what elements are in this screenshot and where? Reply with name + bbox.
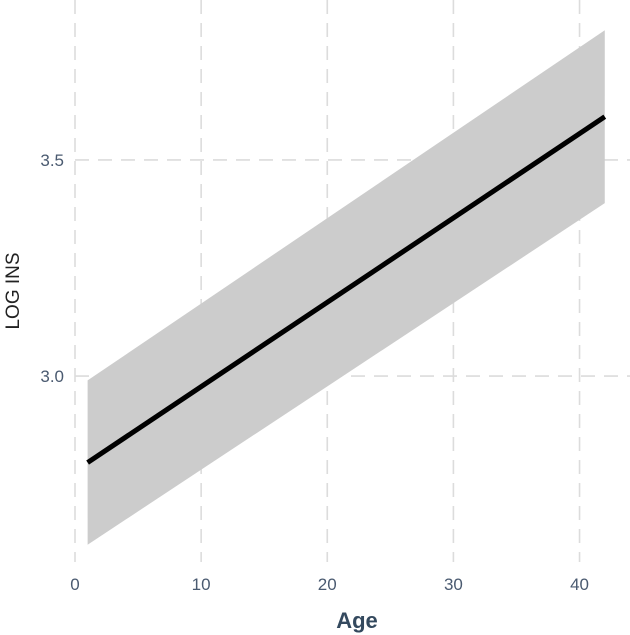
y-axis-ticks: 3.0 3.5	[40, 151, 64, 386]
y-tick-label: 3.0	[40, 367, 64, 386]
x-axis-ticks: 0 10 20 30 40	[70, 575, 589, 594]
y-tick-label: 3.5	[40, 151, 64, 170]
x-tick-label: 10	[192, 575, 211, 594]
x-axis-title: Age	[336, 608, 378, 633]
fit-line-layer	[86, 114, 607, 465]
fit-line	[86, 114, 607, 465]
x-tick-label: 30	[444, 575, 463, 594]
y-axis-title: LOG INS	[3, 252, 24, 329]
x-tick-label: 0	[70, 575, 79, 594]
x-tick-label: 40	[570, 575, 589, 594]
x-tick-label: 20	[318, 575, 337, 594]
